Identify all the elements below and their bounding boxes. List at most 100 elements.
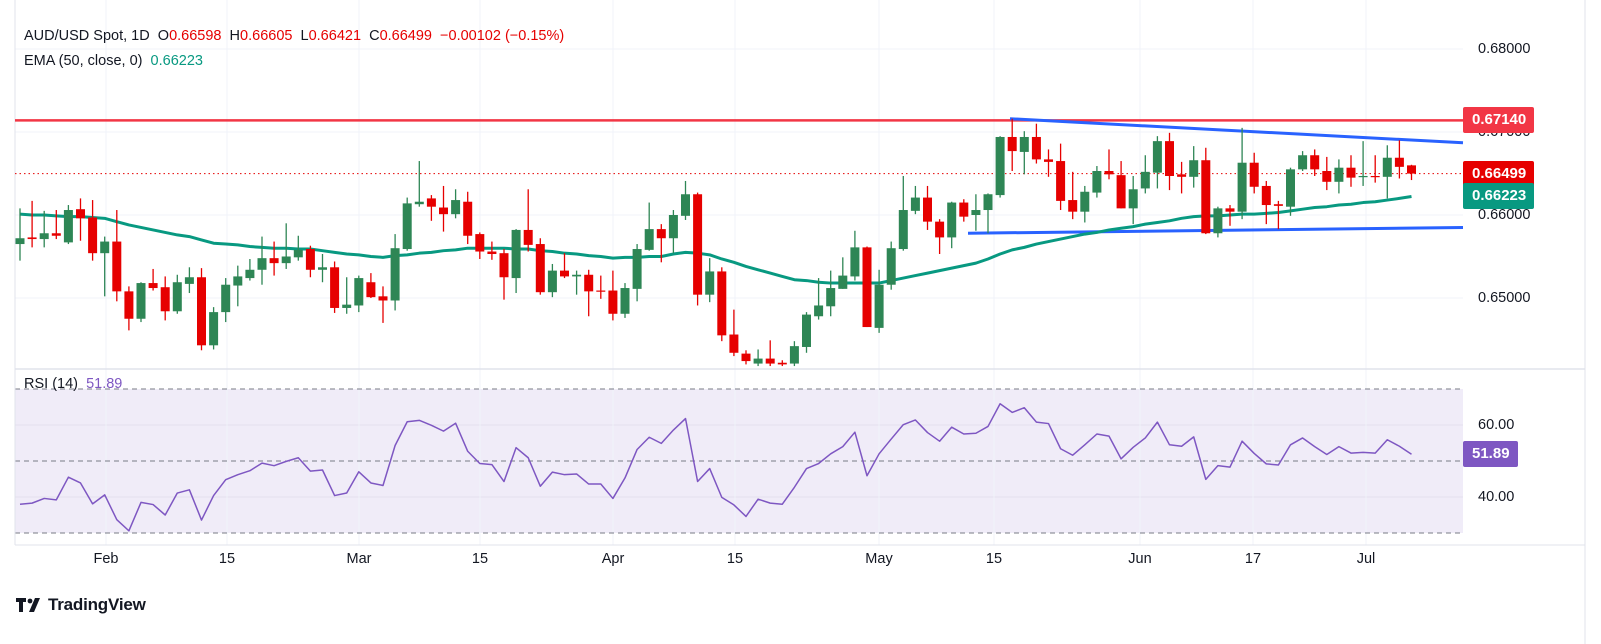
candle-down[interactable]	[1225, 208, 1235, 212]
candle-up[interactable]	[184, 277, 194, 284]
candle-up[interactable]	[281, 256, 291, 264]
candle-down[interactable]	[197, 277, 206, 346]
candle-down[interactable]	[1056, 161, 1066, 201]
candle-down[interactable]	[741, 353, 751, 362]
candle-up[interactable]	[826, 288, 836, 307]
candle-down[interactable]	[656, 229, 666, 239]
candle-down[interactable]	[378, 296, 388, 301]
candle-down[interactable]	[426, 198, 436, 207]
rsi-legend[interactable]: RSI (14) 51.89	[24, 376, 122, 392]
candle-down[interactable]	[1322, 171, 1332, 182]
candle-down[interactable]	[1177, 174, 1187, 177]
candle-up[interactable]	[1213, 208, 1223, 234]
candle-up[interactable]	[1140, 171, 1150, 189]
candle-down[interactable]	[499, 253, 509, 278]
candle-down[interactable]	[923, 197, 932, 222]
candle-down[interactable]	[1044, 159, 1053, 162]
candle-down[interactable]	[76, 209, 85, 219]
ema-50-line[interactable]	[19, 195, 1412, 285]
candle-up[interactable]	[632, 249, 642, 289]
candle-up[interactable]	[789, 346, 799, 364]
candle-up[interactable]	[39, 233, 49, 240]
candle-down[interactable]	[959, 202, 969, 217]
candle-down[interactable]	[1273, 204, 1283, 206]
candle-up[interactable]	[1152, 141, 1162, 173]
candle-up[interactable]	[1189, 160, 1199, 177]
candle-up[interactable]	[63, 210, 73, 243]
ema-legend[interactable]: EMA (50, close, 0) 0.66223	[24, 53, 203, 69]
candle-down[interactable]	[112, 241, 122, 292]
candle-down[interactable]	[330, 267, 340, 308]
candle-down[interactable]	[1201, 160, 1211, 234]
candle-up[interactable]	[414, 201, 424, 205]
candle-up[interactable]	[402, 203, 412, 250]
candle-down[interactable]	[717, 271, 727, 336]
candle-up[interactable]	[293, 249, 303, 258]
candle-down[interactable]	[765, 358, 775, 364]
tradingview-logo[interactable]: TradingView	[16, 595, 146, 615]
candle-down[interactable]	[1007, 136, 1017, 152]
candle-up[interactable]	[644, 229, 654, 250]
trendline-upper[interactable]	[1009, 117, 1464, 145]
candle-down[interactable]	[1165, 141, 1174, 176]
candle-up[interactable]	[1092, 171, 1102, 193]
candle-down[interactable]	[439, 207, 448, 215]
candle-up[interactable]	[390, 248, 400, 301]
candle-up[interactable]	[620, 288, 630, 314]
candle-down[interactable]	[1068, 200, 1078, 212]
candle-down[interactable]	[1394, 157, 1404, 167]
candle-up[interactable]	[136, 283, 146, 319]
candle-down[interactable]	[463, 201, 473, 236]
candle-down[interactable]	[584, 274, 594, 292]
candle-down[interactable]	[475, 234, 485, 252]
candle-up[interactable]	[511, 229, 521, 279]
candle-down[interactable]	[487, 251, 497, 255]
candle-down[interactable]	[729, 334, 739, 353]
candle-up[interactable]	[681, 194, 690, 216]
candle-up[interactable]	[451, 200, 461, 215]
candle-up[interactable]	[814, 305, 824, 317]
candle-down[interactable]	[523, 229, 533, 245]
candle-down[interactable]	[366, 282, 376, 298]
candle-down[interactable]	[535, 244, 545, 293]
candle-down[interactable]	[1104, 171, 1114, 175]
rsi-line[interactable]	[19, 403, 1412, 532]
candle-down[interactable]	[1407, 165, 1416, 174]
candle-up[interactable]	[802, 314, 811, 347]
candle-down[interactable]	[269, 258, 279, 264]
candle-up[interactable]	[257, 258, 267, 270]
candle-down[interactable]	[777, 362, 787, 365]
candle-down[interactable]	[160, 287, 170, 312]
candle-up[interactable]	[100, 241, 110, 254]
candle-down[interactable]	[862, 247, 872, 328]
candle-down[interactable]	[560, 270, 569, 277]
candle-up[interactable]	[233, 276, 243, 286]
candle-down[interactable]	[124, 291, 134, 319]
candle-up[interactable]	[1128, 189, 1138, 209]
candle-up[interactable]	[910, 197, 920, 211]
candle-up[interactable]	[1358, 175, 1368, 178]
candle-up[interactable]	[886, 248, 896, 285]
candle-down[interactable]	[27, 237, 37, 240]
candle-down[interactable]	[935, 221, 945, 238]
candle-up[interactable]	[342, 304, 352, 308]
candle-down[interactable]	[693, 194, 703, 295]
candle-up[interactable]	[572, 274, 582, 277]
candle-down[interactable]	[1370, 175, 1380, 178]
candle-down[interactable]	[1249, 162, 1259, 187]
candle-up[interactable]	[318, 267, 327, 270]
candle-up[interactable]	[15, 238, 25, 245]
candle-up[interactable]	[1080, 191, 1090, 212]
candle-down[interactable]	[51, 233, 61, 236]
candle-up[interactable]	[850, 247, 860, 277]
candle-up[interactable]	[983, 194, 993, 211]
candle-down[interactable]	[1116, 175, 1126, 209]
candle-up[interactable]	[1298, 155, 1308, 170]
candle-up[interactable]	[1334, 167, 1344, 182]
candle-up[interactable]	[705, 271, 715, 295]
candle-up[interactable]	[947, 202, 957, 238]
candle-up[interactable]	[838, 275, 848, 289]
candle-up[interactable]	[547, 270, 557, 293]
candle-up[interactable]	[354, 278, 364, 306]
